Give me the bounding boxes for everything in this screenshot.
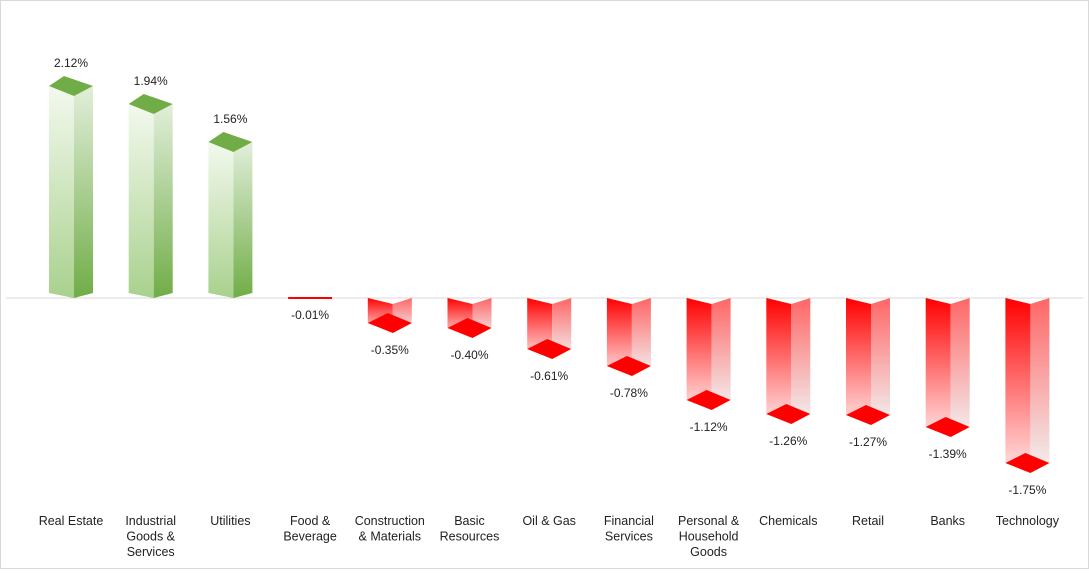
category-label-line: Retail (852, 514, 884, 528)
bar-cap (686, 390, 731, 410)
bar-front-face (49, 86, 74, 298)
category-label-line: Goods (690, 545, 727, 559)
category-label-line: Services (127, 545, 175, 559)
data-label: -1.12% (690, 420, 728, 434)
category-label-line: Household (679, 530, 739, 544)
bar-11 (846, 298, 890, 425)
category-label-line: Banks (930, 514, 965, 528)
bar-front-face (1005, 298, 1031, 473)
category-label-line: Oil & Gas (522, 514, 576, 528)
data-label: 1.94% (134, 74, 168, 88)
bar-front-face (606, 298, 632, 376)
bar-side-face (74, 86, 93, 298)
bar-cap (367, 313, 412, 333)
bar-side-face (1030, 298, 1050, 473)
bar-13 (1005, 298, 1050, 473)
bar-10 (766, 298, 811, 424)
category-label: Utilities (210, 514, 250, 528)
category-label: Industrial Goods & Services (125, 514, 176, 559)
bar-cap (208, 132, 253, 152)
bar-side-face (233, 142, 253, 298)
category-label: Oil & Gas (522, 514, 576, 528)
bar-front-face (766, 298, 792, 424)
data-label: 1.56% (213, 112, 247, 126)
bar-9 (686, 298, 731, 410)
bar-front-face (686, 298, 712, 410)
bar-1 (49, 76, 93, 298)
data-label: -1.39% (929, 447, 967, 461)
bar-cap (49, 76, 93, 96)
bar-cap (447, 318, 492, 338)
category-label-line: Real Estate (39, 514, 104, 528)
bar-8 (606, 298, 651, 376)
data-label: 2.12% (54, 56, 88, 70)
category-label-line: Basic (454, 514, 485, 528)
bar-5 (367, 298, 412, 333)
bar-side-face (871, 298, 890, 425)
bar-4 (288, 297, 333, 299)
category-label: Real Estate (39, 514, 104, 528)
bars-layer (49, 76, 1050, 473)
data-label: -0.01% (291, 308, 329, 322)
data-label: -1.27% (849, 435, 887, 449)
data-label: -1.75% (1008, 483, 1046, 497)
category-label-line: Chemicals (759, 514, 817, 528)
category-label: Financial Services (604, 514, 654, 544)
bar-front-face (128, 104, 154, 298)
data-label: -0.35% (371, 343, 409, 357)
category-labels-layer: Real Estate Industrial Goods & ServicesUtil… (39, 514, 1060, 559)
category-label-line: Personal & (678, 514, 740, 528)
category-label-line: Beverage (283, 530, 337, 544)
category-label: Retail (852, 514, 884, 528)
bar-side-face (631, 298, 651, 376)
category-label-line: & Materials (359, 530, 422, 544)
bar-6 (447, 298, 492, 338)
data-label: -0.78% (610, 386, 648, 400)
bar-side-face (791, 298, 811, 424)
bar-2 (128, 94, 173, 298)
data-label: -0.40% (450, 348, 488, 362)
bar-cap (128, 94, 173, 114)
category-label-line: Services (605, 530, 653, 544)
category-label-line: Construction (355, 514, 425, 528)
bar-cap (766, 404, 811, 424)
bar-face (288, 297, 333, 299)
category-label-line: Resources (440, 530, 500, 544)
bar-side-face (153, 104, 173, 298)
bar-cap (846, 405, 890, 425)
bar-front-face (925, 298, 951, 437)
bar-cap (1005, 453, 1050, 473)
bar-12 (925, 298, 970, 437)
bar-7 (527, 298, 572, 359)
bar-side-face (711, 298, 731, 410)
category-label-line: Goods & (126, 530, 175, 544)
bar-3 (208, 132, 253, 298)
category-label-line: Food & (290, 514, 331, 528)
category-label: Food & Beverage (283, 514, 337, 544)
category-label-line: Financial (604, 514, 654, 528)
bar-cap (925, 417, 970, 437)
data-label: -0.61% (530, 369, 568, 383)
category-label-line: Technology (996, 514, 1060, 528)
category-label-line: Utilities (210, 514, 250, 528)
bar-cap (606, 356, 651, 376)
category-label-line: Industrial (125, 514, 176, 528)
category-label: Personal & Household Goods (678, 514, 740, 559)
bar-front-face (208, 142, 234, 298)
category-label: Banks (930, 514, 965, 528)
data-labels-layer: 2.12% 1.94% 1.56% -0.01% -0.35% -0.40% -0.61% -… (54, 56, 1047, 497)
bar-cap (527, 339, 572, 359)
bar-side-face (950, 298, 970, 437)
bar-front-face (846, 298, 871, 425)
category-label: Construction & Materials (355, 514, 425, 544)
data-label: -1.26% (769, 434, 807, 448)
category-label: Chemicals (759, 514, 817, 528)
category-label: Basic Resources (440, 514, 500, 544)
category-label: Technology (996, 514, 1060, 528)
